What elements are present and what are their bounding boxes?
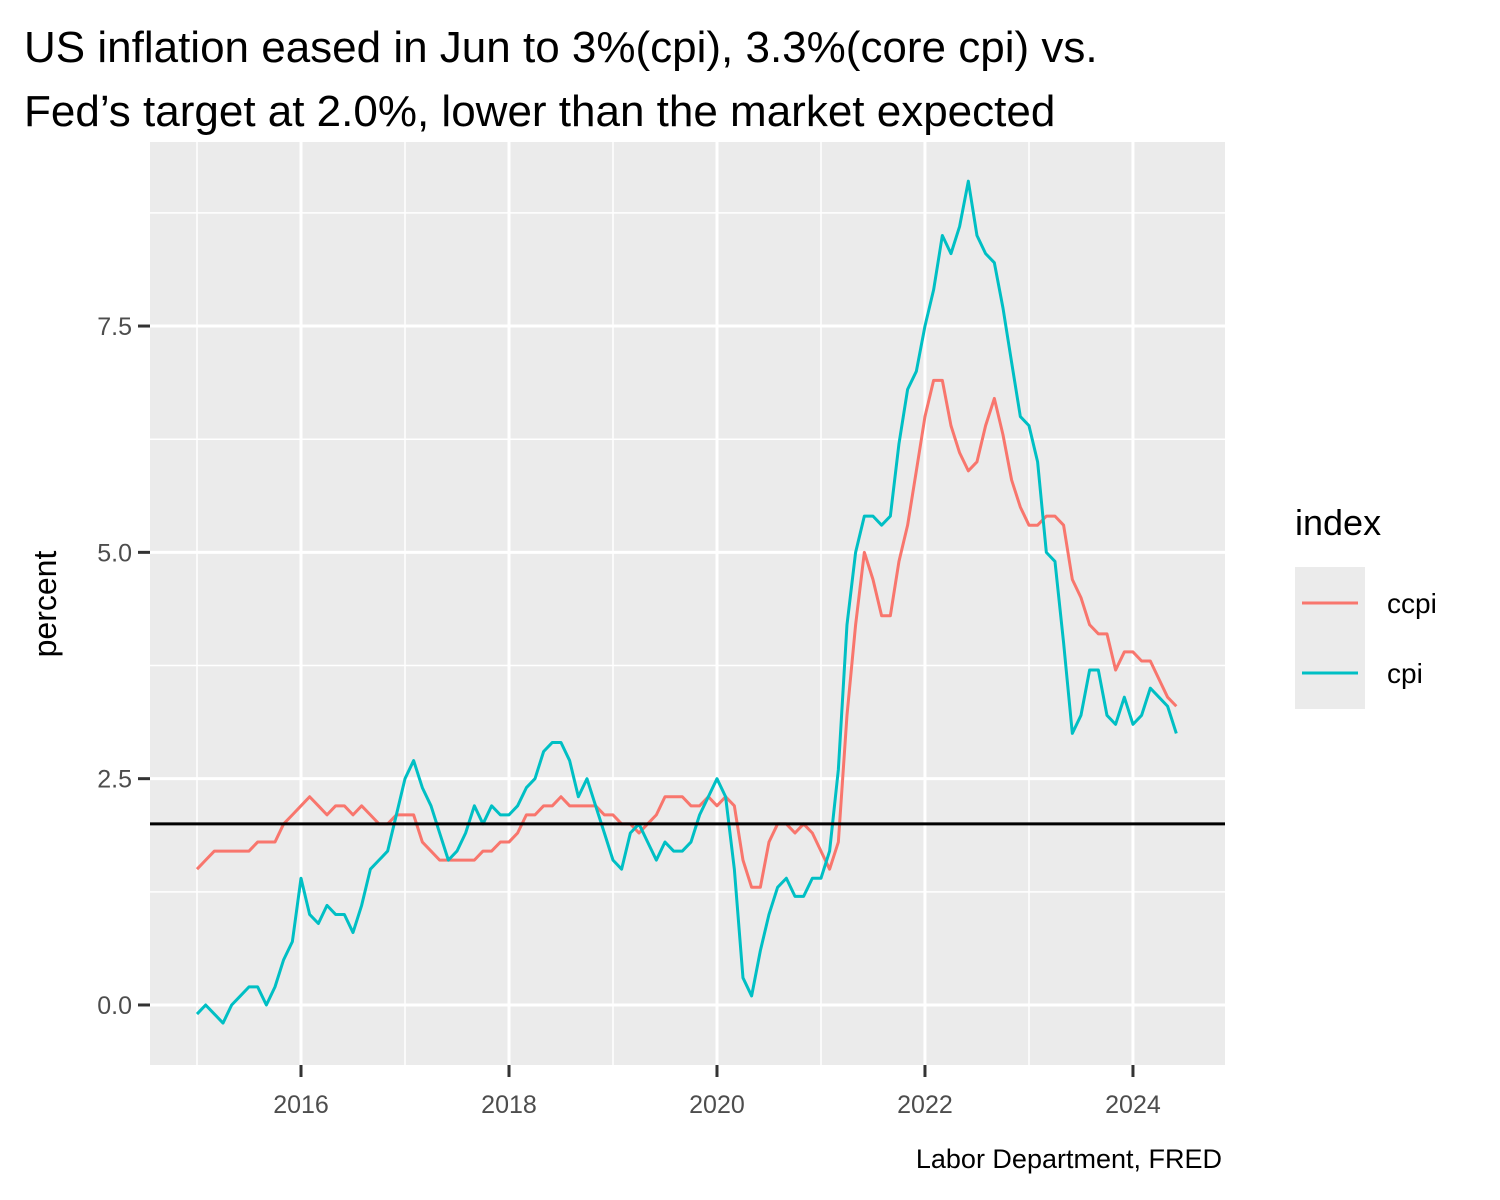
y-tick-label: 5.0 <box>97 539 132 567</box>
y-axis-title: percent <box>27 551 63 658</box>
legend-label: cpi <box>1387 658 1423 689</box>
plot-background <box>150 142 1225 1065</box>
legend-label: ccpi <box>1387 588 1437 619</box>
x-tick-label: 2022 <box>897 1091 953 1119</box>
y-tick-label: 2.5 <box>97 766 132 794</box>
x-tick-label: 2016 <box>273 1091 329 1119</box>
data-line <box>195 378 1178 889</box>
chart-title: US inflation eased in Jun to 3%(cpi), 3.… <box>24 23 1098 72</box>
y-tick-label: 0.0 <box>97 992 132 1020</box>
x-tick-label: 2024 <box>1105 1091 1161 1119</box>
x-tick-label: 2020 <box>689 1091 745 1119</box>
chart-title: Fed’s target at 2.0%, lower than the mar… <box>24 87 1055 136</box>
data-line <box>195 179 1178 1025</box>
caption: Labor Department, FRED <box>916 1144 1222 1174</box>
x-tick-label: 2018 <box>481 1091 537 1119</box>
legend-title: index <box>1295 502 1381 543</box>
y-tick-label: 7.5 <box>97 313 132 341</box>
